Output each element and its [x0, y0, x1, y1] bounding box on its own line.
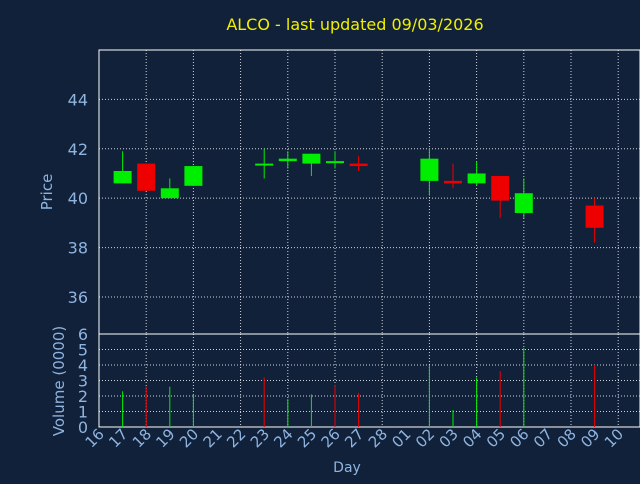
day-tick-label: 18	[129, 425, 155, 451]
candle-body	[326, 161, 344, 164]
x-axis-label: Day	[333, 460, 361, 476]
candle-body	[585, 205, 604, 228]
day-tick-label: 20	[176, 425, 202, 451]
chart-title: ALCO - last updated 09/03/2026	[226, 15, 483, 34]
candle-body	[137, 163, 156, 191]
price-tick-label: 38	[68, 239, 88, 258]
day-tick-label: 05	[483, 425, 509, 451]
volume-tick-label: 1	[78, 403, 88, 422]
day-tick-label: 03	[436, 425, 462, 451]
candle-body	[349, 163, 368, 167]
day-tick-label: 24	[270, 425, 296, 451]
day-tick-label: 26	[318, 425, 344, 451]
price-tick-label: 40	[68, 189, 88, 208]
volume-axis-label: Volume (0000)	[50, 326, 68, 436]
candle-body	[302, 153, 321, 164]
volume-tick-label: 0	[78, 418, 88, 437]
day-tick-label: 06	[506, 425, 532, 451]
day-tick-label: 28	[365, 425, 391, 451]
candle-body	[444, 180, 462, 184]
candle-body	[113, 171, 132, 184]
day-tick-label: 10	[601, 425, 627, 451]
volume-tick-label: 3	[78, 372, 88, 391]
day-tick-label: 01	[388, 425, 414, 451]
candle-body	[184, 166, 203, 186]
day-tick-label: 22	[223, 425, 249, 451]
volume-tick-label: 5	[78, 341, 88, 360]
day-tick-label: 27	[341, 425, 367, 451]
candle-body	[278, 158, 297, 162]
day-tick-label: 02	[412, 425, 438, 451]
day-tick-label: 08	[554, 425, 580, 451]
day-tick-label: 23	[247, 425, 273, 451]
day-tick-label: 25	[294, 425, 320, 451]
price-axis-label: Price	[38, 174, 56, 211]
price-panel: 36 38 40 42 44	[68, 49, 640, 335]
candle-body	[255, 163, 274, 166]
day-tick-label: 17	[105, 425, 131, 451]
day-tick-label: 19	[152, 425, 178, 451]
price-tick-label: 36	[68, 288, 88, 307]
volume-tick-label: 6	[78, 325, 88, 344]
day-tick-label: 07	[530, 425, 556, 451]
volume-tick-label: 2	[78, 387, 88, 406]
price-tick-label: 42	[68, 140, 88, 159]
day-tick-label: 21	[200, 425, 226, 451]
candle-body	[514, 193, 533, 213]
candle-body	[491, 175, 510, 201]
candle-body	[160, 188, 179, 199]
day-tick-label: 09	[577, 425, 603, 451]
candle-body	[467, 173, 486, 184]
volume-tick-label: 4	[78, 356, 88, 375]
price-tick-label: 44	[68, 90, 88, 109]
candle-body	[420, 158, 439, 181]
day-tick-label: 04	[459, 425, 485, 451]
price-panel-frame	[98, 49, 640, 335]
